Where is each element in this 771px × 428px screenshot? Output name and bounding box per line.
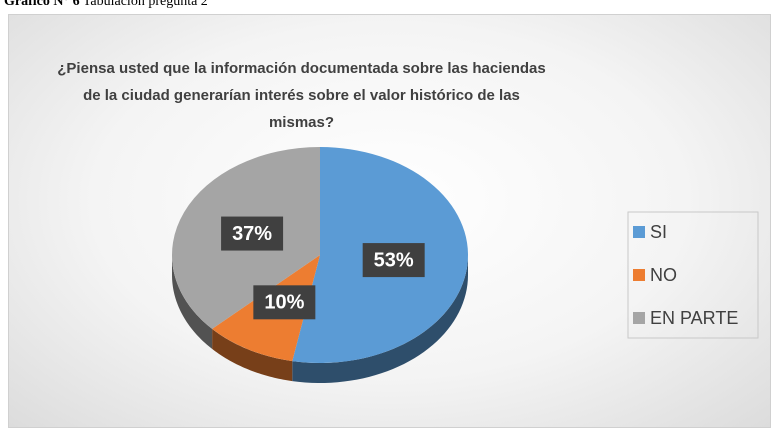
chart-title: ¿Piensa usted que la información documen…: [57, 60, 546, 131]
data-label-box: [362, 243, 425, 278]
data-label: 53%: [374, 249, 414, 271]
legend-label: SI: [650, 222, 667, 242]
legend-label: NO: [650, 265, 677, 285]
caption-text: Tabulación pregunta 2: [82, 0, 208, 9]
legend-swatch: [633, 226, 645, 238]
legend-swatch: [633, 312, 645, 324]
caption-label: Gráfico N° 6: [4, 0, 80, 9]
slice-side: [292, 255, 468, 383]
data-label: 10%: [264, 292, 304, 314]
legend-swatch: [633, 269, 645, 281]
legend-label: EN PARTE: [650, 308, 738, 328]
data-label: 37%: [232, 223, 272, 245]
data-label-box: [221, 216, 284, 251]
slice-side: [172, 255, 213, 349]
data-label-box: [253, 285, 316, 320]
slice-side: [212, 328, 293, 382]
legend-box: [627, 211, 759, 339]
caption: Gráfico N° 6 Tabulación pregunta 2: [4, 0, 208, 10]
